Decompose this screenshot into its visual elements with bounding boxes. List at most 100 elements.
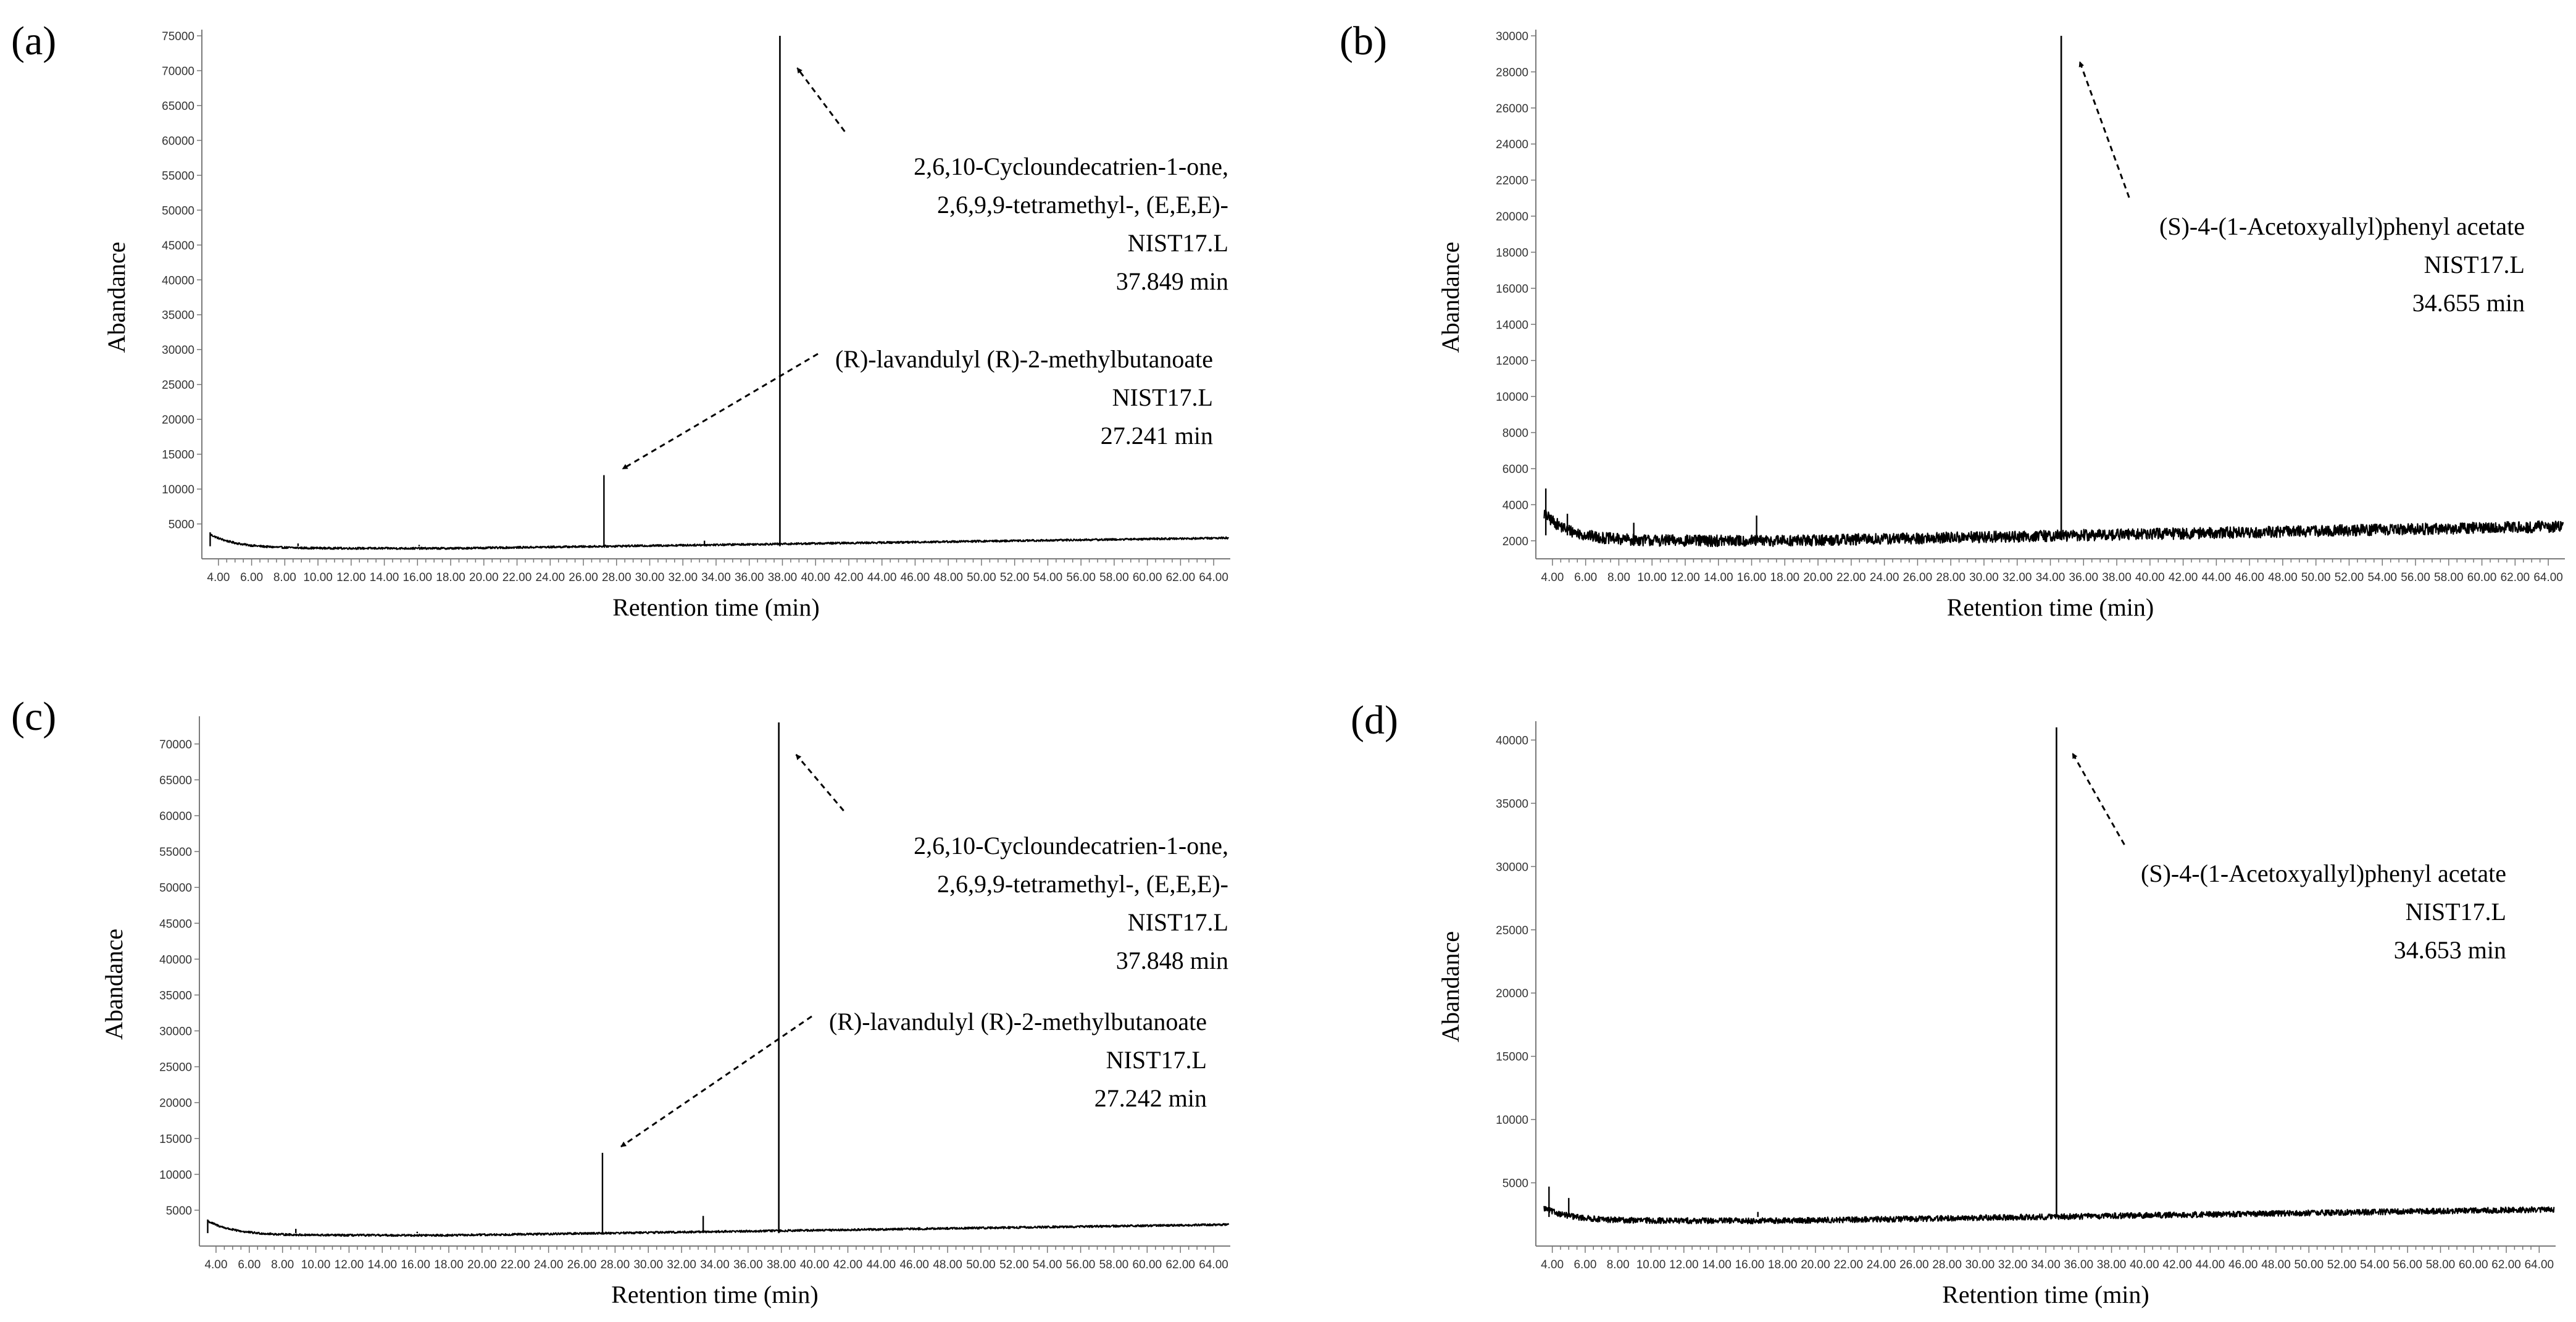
x-tick-label: 32.00 bbox=[2003, 571, 2032, 584]
x-tick-label: 20.00 bbox=[1801, 1258, 1830, 1271]
x-tick-label: 62.00 bbox=[2491, 1258, 2521, 1271]
x-tick-label: 34.00 bbox=[2031, 1258, 2061, 1271]
peak-annotation-line: (S)-4-(1-Acetoxyallyl)phenyl acetate bbox=[2159, 212, 2525, 240]
y-tick-label: 55000 bbox=[162, 170, 194, 183]
x-tick-label: 40.00 bbox=[2135, 571, 2165, 584]
x-tick-label: 10.00 bbox=[303, 571, 333, 584]
x-tick-label: 58.00 bbox=[2434, 571, 2464, 584]
y-tick-label: 20000 bbox=[159, 1097, 192, 1110]
chromatogram-trace bbox=[207, 1220, 1230, 1237]
y-tick-label: 8000 bbox=[1503, 427, 1528, 440]
y-tick-label: 50000 bbox=[159, 882, 192, 895]
x-tick-label: 38.00 bbox=[767, 1258, 796, 1271]
x-tick-label: 16.00 bbox=[1737, 571, 1767, 584]
x-tick-label: 18.00 bbox=[1770, 571, 1800, 584]
x-tick-label: 6.00 bbox=[240, 571, 263, 584]
y-tick-label: 5000 bbox=[166, 1205, 192, 1218]
x-tick-label: 4.00 bbox=[204, 1258, 227, 1271]
x-tick-label: 60.00 bbox=[2459, 1258, 2488, 1271]
y-axis-label: Abandance bbox=[1436, 931, 1464, 1042]
x-tick-label: 12.00 bbox=[336, 571, 366, 584]
x-tick-label: 26.00 bbox=[567, 1258, 597, 1271]
x-tick-label: 42.00 bbox=[2162, 1258, 2192, 1271]
x-tick-label: 62.00 bbox=[1165, 1258, 1195, 1271]
x-tick-label: 38.00 bbox=[768, 571, 798, 584]
x-axis-label: Retention time (min) bbox=[1942, 1281, 2149, 1308]
x-tick-label: 18.00 bbox=[436, 571, 465, 584]
y-tick-label: 25000 bbox=[159, 1061, 192, 1074]
x-tick-label: 10.00 bbox=[301, 1258, 331, 1271]
x-tick-label: 52.00 bbox=[1000, 571, 1030, 584]
y-tick-label: 14000 bbox=[1496, 319, 1528, 332]
x-tick-label: 40.00 bbox=[2130, 1258, 2159, 1271]
x-axis-label: Retention time (min) bbox=[612, 593, 820, 621]
x-tick-label: 4.00 bbox=[207, 571, 230, 584]
x-tick-label: 8.00 bbox=[271, 1258, 294, 1271]
x-tick-label: 46.00 bbox=[899, 1258, 929, 1271]
y-tick-label: 16000 bbox=[1496, 283, 1528, 296]
x-tick-label: 44.00 bbox=[2196, 1258, 2225, 1271]
panel-label: (a) bbox=[11, 19, 56, 64]
x-tick-label: 50.00 bbox=[967, 571, 996, 584]
y-tick-label: 75000 bbox=[162, 30, 194, 43]
x-tick-label: 26.00 bbox=[1903, 571, 1933, 584]
x-tick-label: 4.00 bbox=[1541, 571, 1564, 584]
x-tick-label: 24.00 bbox=[1870, 571, 1899, 584]
x-tick-label: 16.00 bbox=[401, 1258, 430, 1271]
y-tick-label: 18000 bbox=[1496, 246, 1528, 259]
chart-panel-d: (d) 4.00 6.00 8.00 10.00 12.00 14.00 16.00 18.00… bbox=[1351, 698, 2556, 1308]
x-tick-label: 58.00 bbox=[2426, 1258, 2456, 1271]
x-tick-label: 12.00 bbox=[1669, 1258, 1699, 1271]
peak-annotation-line: NIST17.L bbox=[1112, 383, 1213, 411]
x-tick-label: 26.00 bbox=[1899, 1258, 1929, 1271]
x-tick-label: 46.00 bbox=[2228, 1258, 2258, 1271]
x-tick-label: 44.00 bbox=[867, 1258, 896, 1271]
annotation-arrow bbox=[2078, 61, 2130, 198]
y-axis-label: Abandance bbox=[1436, 242, 1464, 353]
peak-annotation-line: 2,6,10-Cycloundecatrien-1-one, bbox=[914, 832, 1228, 860]
x-tick-label: 62.00 bbox=[2501, 571, 2530, 584]
y-tick-label: 5000 bbox=[169, 519, 194, 532]
peak-annotation-line: 34.653 min bbox=[2394, 936, 2506, 964]
peak-annotation-line: 34.655 min bbox=[2412, 289, 2525, 317]
x-tick-label: 36.00 bbox=[733, 1258, 763, 1271]
y-tick-label: 10000 bbox=[159, 1169, 192, 1182]
x-tick-label: 60.00 bbox=[2467, 571, 2497, 584]
y-tick-label: 50000 bbox=[162, 204, 194, 217]
x-tick-label: 24.00 bbox=[1867, 1258, 1896, 1271]
x-tick-label: 38.00 bbox=[2102, 571, 2132, 584]
y-tick-label: 60000 bbox=[159, 810, 192, 823]
x-tick-label: 42.00 bbox=[834, 571, 864, 584]
x-tick-label: 56.00 bbox=[1066, 571, 1096, 584]
x-tick-label: 34.00 bbox=[701, 571, 731, 584]
x-tick-label: 14.00 bbox=[368, 1258, 398, 1271]
x-tick-label: 6.00 bbox=[238, 1258, 261, 1271]
x-tick-label: 56.00 bbox=[1066, 1258, 1096, 1271]
peak-annotation-line: (R)-lavandulyl (R)-2-methylbutanoate bbox=[829, 1008, 1207, 1035]
x-tick-label: 24.00 bbox=[534, 1258, 564, 1271]
y-tick-label: 65000 bbox=[159, 774, 192, 787]
y-tick-label: 5000 bbox=[1503, 1178, 1528, 1190]
peak-annotation-line: NIST17.L bbox=[2406, 898, 2506, 926]
x-tick-label: 58.00 bbox=[1099, 571, 1129, 584]
x-tick-label: 22.00 bbox=[501, 1258, 530, 1271]
y-tick-label: 45000 bbox=[162, 240, 194, 253]
peak-annotation-line: NIST17.L bbox=[2424, 251, 2525, 278]
y-tick-label: 40000 bbox=[1496, 734, 1528, 747]
annotation-arrow bbox=[795, 754, 844, 811]
x-tick-label: 38.00 bbox=[2097, 1258, 2127, 1271]
y-tick-label: 70000 bbox=[162, 65, 194, 78]
x-tick-label: 64.00 bbox=[2533, 571, 2563, 584]
x-tick-label: 64.00 bbox=[1199, 1258, 1228, 1271]
y-tick-label: 26000 bbox=[1496, 102, 1528, 115]
chart-panel-b: (b) 4.00 6.00 8.00 10.00 12.00 14.00 16.00 18.00… bbox=[1340, 19, 2565, 621]
x-tick-label: 46.00 bbox=[901, 571, 930, 584]
chart-panel-c: (c) 4.00 6.00 8.00 10.00 12.00 14.00 16.00 18.00… bbox=[11, 694, 1230, 1308]
x-tick-label: 20.00 bbox=[467, 1258, 497, 1271]
y-tick-label: 40000 bbox=[159, 953, 192, 966]
x-tick-label: 32.00 bbox=[1998, 1258, 2028, 1271]
x-tick-label: 22.00 bbox=[502, 571, 532, 584]
x-tick-label: 46.00 bbox=[2235, 571, 2264, 584]
annotation-arrow bbox=[622, 353, 819, 470]
